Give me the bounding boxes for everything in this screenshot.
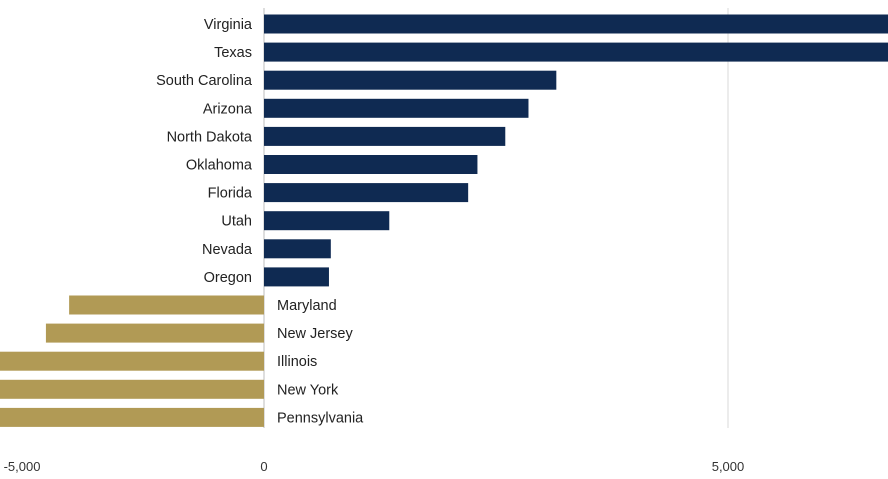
- bar: [264, 211, 390, 231]
- category-label: Texas: [214, 45, 252, 61]
- x-tick-label: 5,000: [712, 459, 745, 474]
- category-label: South Carolina: [156, 73, 253, 89]
- x-tick-label: -5,000: [4, 459, 41, 474]
- bar: [264, 14, 888, 34]
- bar: [264, 183, 469, 203]
- category-label: New Jersey: [277, 326, 353, 342]
- category-label: Arizona: [203, 101, 253, 117]
- bar: [264, 155, 478, 174]
- category-label: Oklahoma: [186, 158, 253, 174]
- bar: [264, 239, 331, 259]
- bar: [264, 70, 557, 90]
- bar: [0, 379, 265, 399]
- bar: [264, 126, 506, 146]
- category-labels: Virginia Texas South Carolina Arizona North …: [156, 17, 364, 426]
- category-label: Pennsylvania: [277, 410, 364, 426]
- bar: [45, 323, 264, 343]
- category-label: Illinois: [277, 354, 317, 370]
- bar: [264, 42, 888, 62]
- bar: [264, 98, 529, 118]
- bar: [0, 407, 264, 427]
- category-label: North Dakota: [167, 129, 253, 145]
- bar: [264, 267, 329, 287]
- x-tick-label: 0: [260, 459, 267, 474]
- category-label: New York: [277, 382, 339, 398]
- category-label: Maryland: [277, 298, 337, 314]
- category-label: Nevada: [202, 242, 253, 258]
- bar: [0, 351, 265, 371]
- category-label: Virginia: [204, 17, 253, 33]
- category-label: Florida: [208, 186, 253, 202]
- category-label: Utah: [221, 214, 252, 230]
- category-label: Oregon: [204, 270, 252, 286]
- bar: [69, 295, 265, 315]
- bars: [0, 14, 888, 427]
